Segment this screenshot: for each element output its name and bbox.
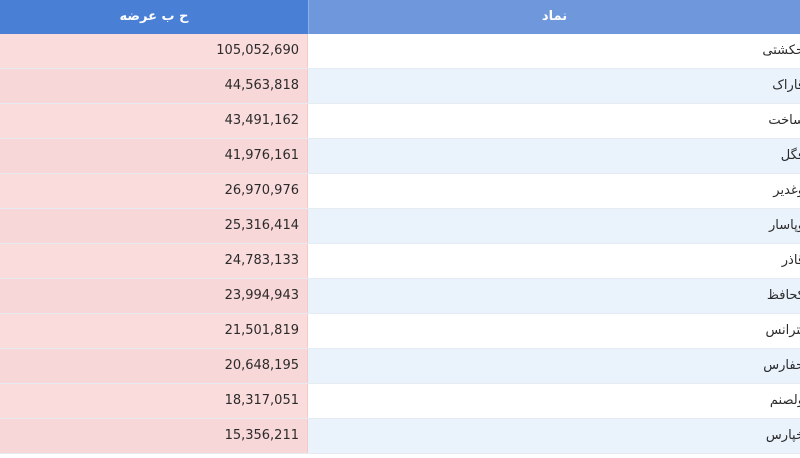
symbol-label: قاذر [781,253,800,268]
table-row[interactable]: 41,976,161 فگل [0,139,800,174]
symbol-label: قاراک [772,78,800,93]
symbol-label: وپاسار [769,218,800,233]
column-header-supply-volume[interactable]: ح ب عرضه [0,0,308,34]
symbol-label: کحافظ [766,288,800,303]
table-row[interactable]: 24,783,133 قاذر [0,244,800,279]
table-row[interactable]: 26,970,976 وغدیر [0,174,800,209]
symbol-label: خپارس [765,428,800,443]
symbol-cell[interactable]: وغدیر [308,174,800,208]
symbol-cell[interactable]: حفارس [308,349,800,383]
symbol-cell[interactable]: ساخت [308,104,800,138]
table-row[interactable]: 43,491,162 ساخت [0,104,800,139]
symbol-label: ولصنم [769,393,800,408]
symbol-label: وغدیر [773,183,800,198]
volume-cell: 15,356,211 [0,419,308,453]
table-row[interactable]: 21,501,819 بترانس [0,314,800,349]
table-row[interactable]: 18,317,051 ولصنم [0,384,800,419]
symbol-label: حفارس [763,358,800,373]
table-row[interactable]: 20,648,195 حفارس [0,349,800,384]
table-row[interactable]: 15,356,211 خپارس [0,419,800,454]
table-row[interactable]: 25,316,414 وپاسار [0,209,800,244]
volume-cell: 23,994,943 [0,279,308,313]
symbol-label: فگل [780,148,800,163]
symbol-cell[interactable]: فگل [308,139,800,173]
symbol-cell[interactable]: قاراک [308,69,800,103]
volume-cell: 26,970,976 [0,174,308,208]
volume-cell: 43,491,162 [0,104,308,138]
volume-cell: 41,976,161 [0,139,308,173]
volume-cell: 24,783,133 [0,244,308,278]
volume-cell: 18,317,051 [0,384,308,418]
volume-cell: 21,501,819 [0,314,308,348]
volume-cell: 25,316,414 [0,209,308,243]
table-row[interactable]: 105,052,690 حکشتی [0,34,800,69]
symbol-cell[interactable]: قاذر [308,244,800,278]
column-header-symbol[interactable]: نماد [308,0,800,34]
symbol-cell[interactable]: ولصنم [308,384,800,418]
table-row[interactable]: 23,994,943 کحافظ [0,279,800,314]
symbol-label: حکشتی [762,43,800,58]
symbol-cell[interactable]: کحافظ [308,279,800,313]
symbol-cell[interactable]: بترانس [308,314,800,348]
symbol-label: بترانس [765,323,800,338]
symbol-label: ساخت [768,113,800,128]
symbol-cell[interactable]: خپارس [308,419,800,453]
volume-cell: 20,648,195 [0,349,308,383]
volume-cell: 105,052,690 [0,34,308,68]
symbol-cell[interactable]: حکشتی [308,34,800,68]
table-header: ح ب عرضه نماد [0,0,800,34]
symbol-cell[interactable]: وپاسار [308,209,800,243]
volume-cell: 44,563,818 [0,69,308,103]
table-row[interactable]: 44,563,818 قاراک [0,69,800,104]
